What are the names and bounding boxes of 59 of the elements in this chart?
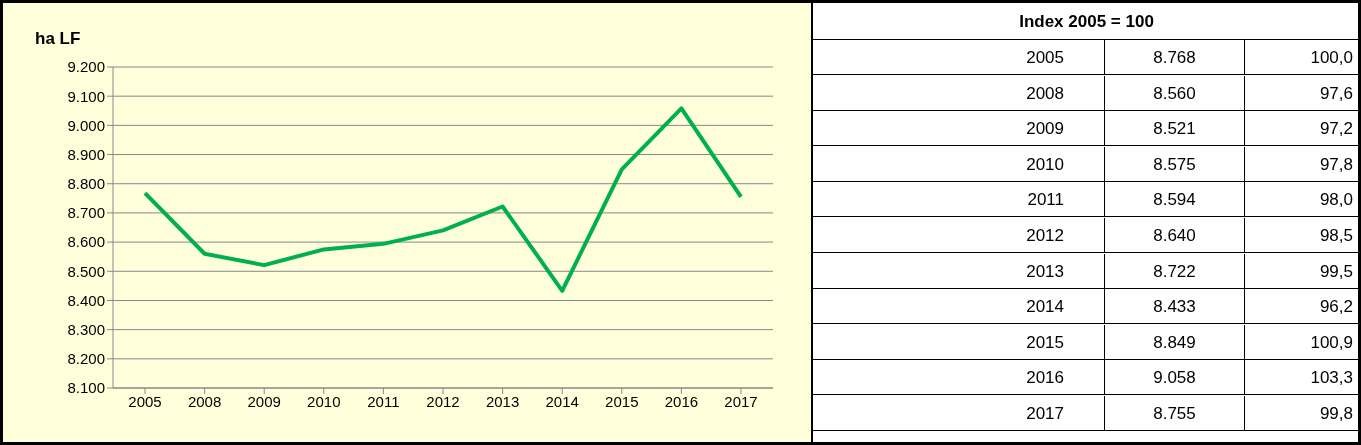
text: 98,5	[1245, 218, 1361, 253]
category-label: 2010	[1026, 154, 1064, 174]
x-tick-label: 2008	[187, 392, 222, 410]
category-label: 2014	[1026, 297, 1064, 317]
y-tick-label: 8.200	[67, 350, 105, 368]
x-tick-label: 2009	[247, 392, 281, 410]
text: 99,8	[1245, 396, 1361, 431]
category-label: 2013	[1026, 261, 1064, 281]
category-label: 2012	[1026, 226, 1064, 245]
x-tick-label: 2005	[128, 392, 162, 410]
x-tick-label: 2011	[367, 392, 400, 410]
x-tick-label: 2010	[307, 392, 341, 410]
y-tick-label: 9.000	[67, 116, 105, 134]
x-tick-label: 2015	[605, 392, 639, 410]
text: 97,6	[1245, 75, 1361, 111]
text: 98,0	[1245, 182, 1361, 218]
text: 8.594	[1153, 190, 1196, 210]
text: 8.768	[1153, 48, 1196, 67]
y-tick-label: 8.300	[67, 320, 105, 338]
text: 8.640	[1153, 226, 1196, 245]
category-label: 2017	[1026, 404, 1064, 423]
y-tick-label: 9.100	[67, 87, 105, 105]
y-tick-label: 8.600	[67, 233, 105, 251]
category-label: 2008	[1026, 83, 1064, 103]
text: 8.722	[1153, 261, 1196, 281]
x-tick-label: 2014	[545, 392, 579, 410]
text: 100,9	[1245, 324, 1361, 360]
line-series	[143, 106, 743, 293]
category-label: 2009	[1026, 119, 1064, 139]
text: 99,5	[1245, 253, 1361, 289]
x-tick-label: 2016	[664, 392, 699, 410]
text: 8.575	[1153, 154, 1196, 174]
category-label: 2016	[1026, 368, 1064, 388]
text: 8.849	[1153, 332, 1196, 352]
x-tick-label: 2012	[426, 392, 460, 410]
text: 103,3	[1245, 360, 1361, 396]
y-tick-label: 8.800	[67, 175, 105, 193]
x-tick-label: 2017	[724, 392, 758, 410]
chart-title: ha LF	[35, 29, 81, 49]
text: 8.560	[1153, 83, 1196, 103]
y-tick-label: 8.700	[67, 204, 105, 222]
text: 97,2	[1245, 111, 1361, 147]
text: 9.058	[1153, 368, 1196, 388]
text: 8.755	[1153, 404, 1196, 423]
y-tick-label: 8.500	[67, 262, 105, 280]
category-label: 2011	[1027, 190, 1064, 210]
category-label: 2015	[1026, 332, 1064, 352]
text: Index 2005 = 100	[813, 3, 1361, 40]
y-tick-label: 9.200	[67, 58, 105, 76]
y-tick-label: 8.400	[67, 291, 105, 309]
category-label: 2005	[1026, 48, 1064, 67]
y-tick-label: 8.900	[67, 145, 105, 163]
y-tick-label: 8.100	[67, 379, 105, 397]
text: 100,0	[1245, 40, 1361, 75]
text: 96,2	[1245, 289, 1361, 325]
text: 8.521	[1153, 119, 1196, 139]
text: 8.433	[1153, 297, 1196, 317]
text: 97,8	[1245, 146, 1361, 182]
x-tick-label: 2013	[485, 392, 520, 410]
